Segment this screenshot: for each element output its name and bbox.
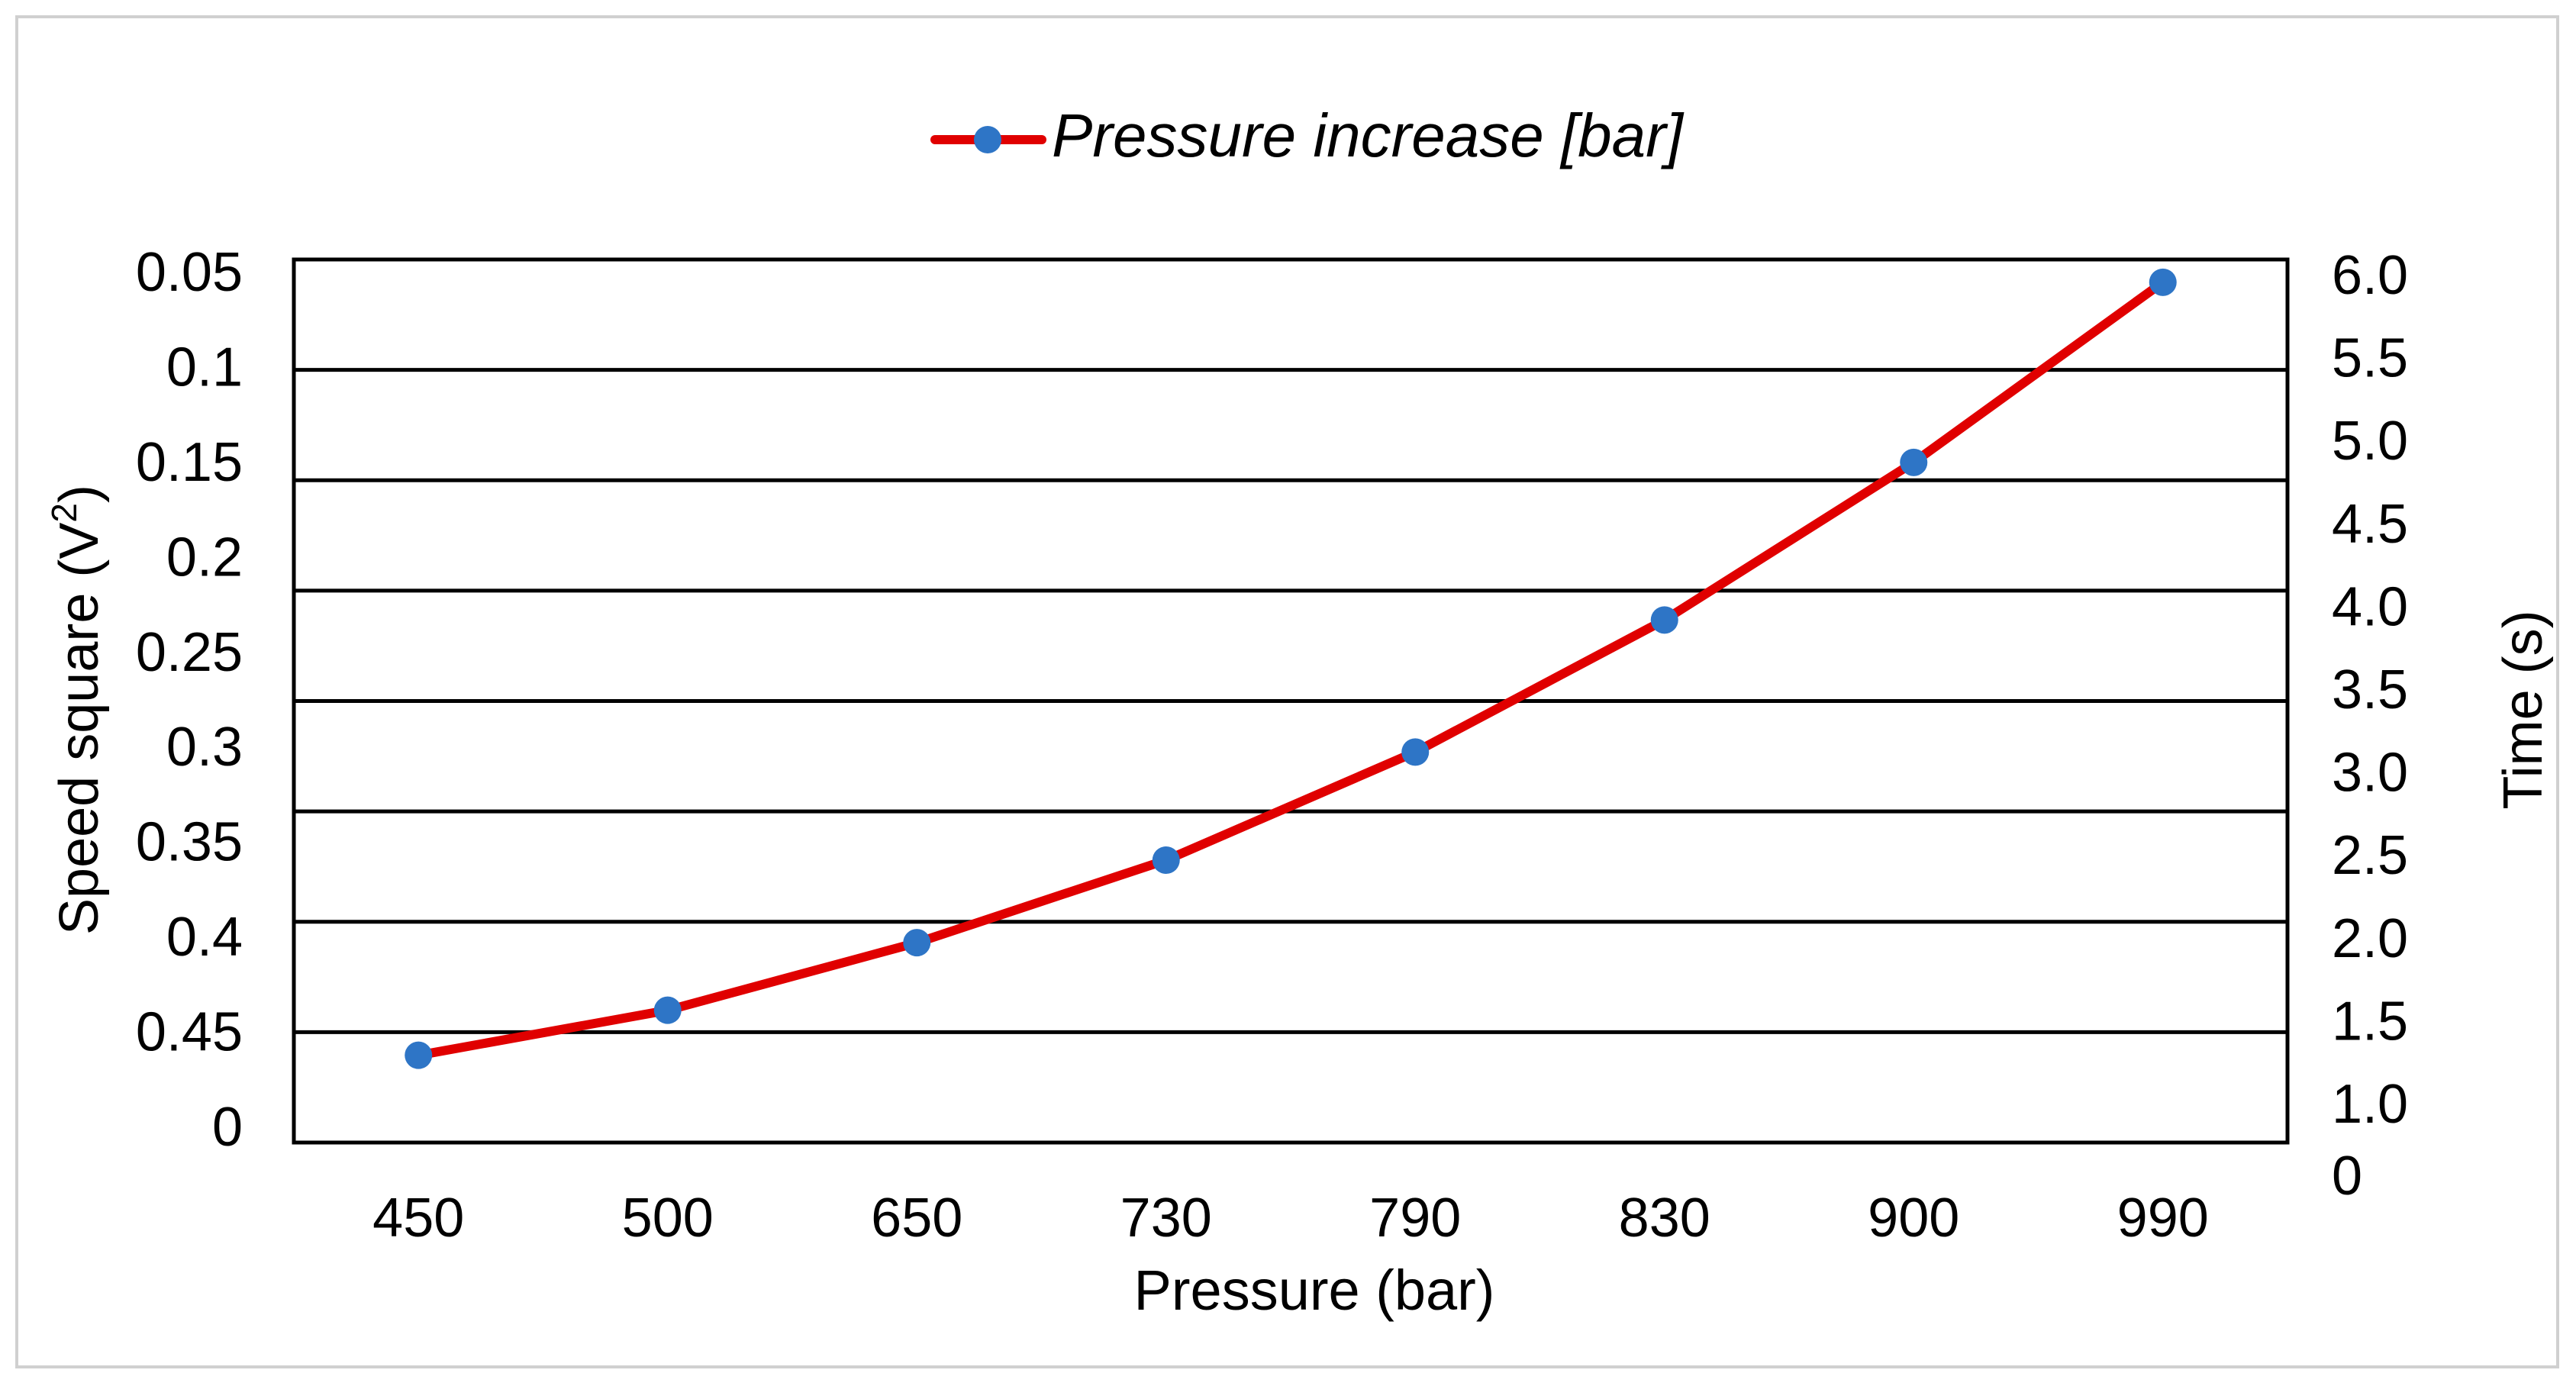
right-axis-tick-label: 1.5 <box>2332 991 2408 1052</box>
left-axis-tick-label: 0.4 <box>166 907 243 968</box>
series-pressure-increase <box>405 268 2177 1069</box>
left-axis-tick-label: 0.45 <box>136 1002 243 1063</box>
x-axis-tick-label: 730 <box>1120 1188 1212 1249</box>
left-axis-tick-label: 0.3 <box>166 717 243 778</box>
right-axis-tick-label: 2.5 <box>2332 825 2408 886</box>
right-axis-tick-labels: 6.0 5.5 5.0 4.5 4.0 3.5 3.0 2.5 2.0 1.5 1.0 0 <box>2332 245 2408 1207</box>
legend: Pressure increase [bar] <box>930 102 1685 169</box>
x-axis-tick-label: 500 <box>622 1188 714 1249</box>
left-axis-tick-label: 0.15 <box>136 432 243 493</box>
left-axis-title-close: ) <box>49 485 110 503</box>
right-axis-tick-label: 3.0 <box>2332 743 2408 804</box>
left-axis-tick-label: 0.25 <box>136 622 243 683</box>
x-axis-tick-label: 830 <box>1619 1188 1710 1249</box>
x-axis-title: Pressure (bar) <box>1134 1259 1495 1322</box>
right-axis-title: Time (s) <box>2493 610 2554 809</box>
left-axis-tick-label: 0 <box>212 1097 243 1158</box>
right-axis-tick-label: 6.0 <box>2332 245 2408 306</box>
right-axis-tick-label: 5.0 <box>2332 411 2408 472</box>
left-axis-tick-label: 0.2 <box>166 527 243 588</box>
right-axis-tick-label: 4.5 <box>2332 494 2408 555</box>
left-axis-tick-labels: 0.05 0.1 0.15 0.2 0.25 0.3 0.35 0.4 0.45 0 <box>136 242 243 1158</box>
x-axis-tick-label: 790 <box>1369 1188 1461 1249</box>
right-axis-tick-label: 5.5 <box>2332 328 2408 389</box>
left-axis-title-text: Speed square (V <box>49 523 110 935</box>
data-point <box>1401 738 1430 766</box>
right-axis-tick-label: 1.0 <box>2332 1074 2408 1135</box>
series-line <box>414 277 2168 1060</box>
data-point <box>1650 606 1678 634</box>
right-axis-tick-label: 0 <box>2332 1146 2362 1207</box>
data-point <box>2149 268 2177 296</box>
data-point <box>405 1041 433 1069</box>
data-point <box>903 929 931 957</box>
plot-area <box>292 257 2290 1145</box>
right-axis-tick-label: 2.0 <box>2332 908 2408 969</box>
left-axis-tick-label: 0.05 <box>136 242 243 303</box>
left-axis-tick-label: 0.1 <box>166 337 243 398</box>
data-point <box>1152 846 1180 874</box>
right-axis-tick-label: 4.0 <box>2332 576 2408 637</box>
chart-border <box>15 15 2559 1368</box>
x-axis-tick-label: 650 <box>871 1188 962 1249</box>
x-axis-tick-label: 900 <box>1868 1188 1959 1249</box>
x-axis-tick-labels: 450 500 650 730 790 830 900 990 <box>372 1188 2209 1249</box>
left-axis-title: Speed square (V2) <box>44 485 110 935</box>
data-point <box>1900 448 1928 476</box>
right-axis-tick-label: 3.5 <box>2332 659 2408 720</box>
legend-label: Pressure increase [bar] <box>1052 102 1685 169</box>
x-axis-tick-label: 450 <box>372 1188 464 1249</box>
x-axis-tick-label: 990 <box>2117 1188 2209 1249</box>
grid-lines <box>294 368 2287 1034</box>
data-point <box>653 996 682 1024</box>
legend-marker-sample <box>974 126 1001 153</box>
left-axis-tick-label: 0.35 <box>136 812 243 873</box>
left-axis-title-superscript: 2 <box>44 503 84 523</box>
